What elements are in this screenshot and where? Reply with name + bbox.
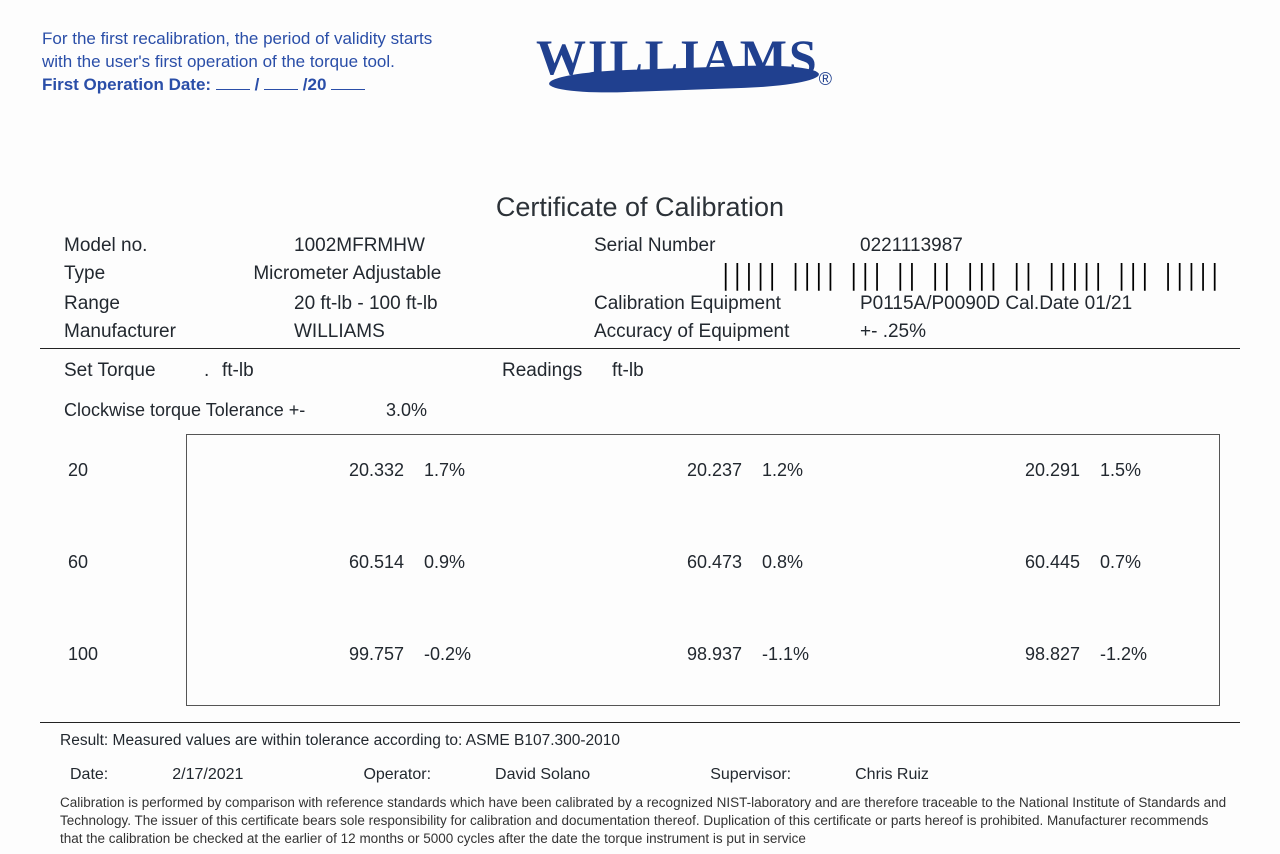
set-torque-unit: ft-lb — [222, 360, 502, 382]
mfr-value: WILLIAMS — [294, 318, 594, 346]
readings-unit: ft-lb — [612, 360, 644, 382]
logo-registered-icon: ® — [819, 69, 832, 89]
reading-pct: 1.2% — [742, 460, 822, 481]
divider-top — [40, 348, 1240, 349]
reading-pct: -1.1% — [742, 644, 822, 665]
mfr-label: Manufacturer — [64, 318, 294, 346]
readings-header: Set Torque . ft-lb Readings ft-lb — [64, 360, 1220, 382]
reading-pct: -0.2% — [404, 644, 484, 665]
fop-year-prefix: /20 — [303, 75, 327, 94]
reading-pct: 0.7% — [1080, 552, 1160, 573]
acc-label: Accuracy of Equipment — [594, 318, 860, 346]
reading-pct: 1.5% — [1080, 460, 1160, 481]
info-row-type: Type Micrometer Adjustable ||||| |||| ||… — [64, 260, 1220, 291]
set-cell: 60 — [64, 552, 204, 573]
fop-year-blank — [331, 89, 365, 90]
serial-barcode-icon: ||||| |||| ||| || || ||| || ||||| ||| ||… — [719, 255, 1220, 295]
tolerance-label: Clockwise torque Tolerance +- — [64, 400, 305, 421]
set-torque-dot: . — [204, 360, 222, 382]
reading-value: 20.332 — [294, 460, 404, 481]
reading-value: 99.757 — [294, 644, 404, 665]
note-line-1: For the first recalibration, the period … — [42, 28, 432, 51]
range-value: 20 ft-lb - 100 ft-lb — [294, 290, 594, 318]
model-value: 1002MFRMHW — [294, 232, 594, 260]
reading-pct: -1.2% — [1080, 644, 1160, 665]
date-value: 2/17/2021 — [172, 766, 243, 784]
reading-pct: 0.8% — [742, 552, 822, 573]
reading-value: 60.445 — [970, 552, 1080, 573]
fop-label: First Operation Date: — [42, 75, 211, 94]
operator-value: David Solano — [495, 766, 590, 784]
signoff-line: Date: 2/17/2021 Operator: David Solano S… — [70, 766, 1220, 784]
date-label: Date: — [70, 766, 108, 784]
set-cell: 20 — [64, 460, 204, 481]
fineprint: Calibration is performed by comparison w… — [60, 794, 1230, 847]
reading-value: 98.827 — [970, 644, 1080, 665]
acc-value: +- .25% — [860, 318, 1220, 346]
set-cell: 100 — [64, 644, 204, 665]
reading-pct: 0.9% — [404, 552, 484, 573]
divider-bottom — [40, 722, 1240, 723]
data-area: 20 20.332 1.7% 20.237 1.2% 20.291 1.5% 6… — [64, 434, 1220, 706]
info-block: Model no. 1002MFRMHW Serial Number 02211… — [64, 232, 1220, 345]
reading-value: 20.237 — [632, 460, 742, 481]
model-label: Model no. — [64, 232, 294, 260]
reading-value: 20.291 — [970, 460, 1080, 481]
table-row: 60 60.514 0.9% 60.473 0.8% 60.445 0.7% — [64, 546, 1220, 578]
table-row: 100 99.757 -0.2% 98.937 -1.1% 98.827 -1.… — [64, 638, 1220, 670]
info-row-mfr: Manufacturer WILLIAMS Accuracy of Equipm… — [64, 318, 1220, 346]
recalibration-note: For the first recalibration, the period … — [42, 28, 432, 97]
set-torque-label: Set Torque — [64, 360, 204, 382]
fop-month-blank — [216, 89, 250, 90]
type-value: Micrometer Adjustable — [253, 260, 500, 291]
result-line: Result: Measured values are within toler… — [60, 732, 620, 750]
reading-value: 60.514 — [294, 552, 404, 573]
operator-label: Operator: — [363, 766, 431, 784]
supervisor-value: Chris Ruiz — [855, 766, 929, 784]
first-operation-date: First Operation Date: / /20 — [42, 74, 432, 97]
supervisor-label: Supervisor: — [710, 766, 791, 784]
document-title: Certificate of Calibration — [0, 192, 1280, 223]
type-label: Type — [64, 260, 253, 291]
fop-day-blank — [264, 89, 298, 90]
readings-label: Readings — [502, 360, 612, 382]
reading-value: 98.937 — [632, 644, 742, 665]
fop-slash-1: / — [255, 75, 260, 94]
reading-pct: 1.7% — [404, 460, 484, 481]
reading-value: 60.473 — [632, 552, 742, 573]
note-line-2: with the user's first operation of the t… — [42, 51, 432, 74]
table-row: 20 20.332 1.7% 20.237 1.2% 20.291 1.5% — [64, 454, 1220, 486]
williams-logo: WILLIAMS® — [536, 28, 832, 90]
range-label: Range — [64, 290, 294, 318]
tolerance-value: 3.0% — [386, 400, 427, 421]
